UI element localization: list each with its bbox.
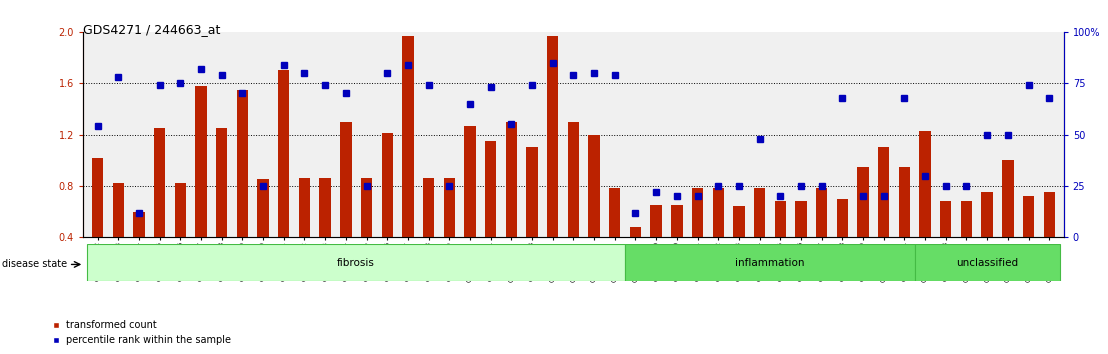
Bar — [899, 167, 910, 237]
Bar — [1044, 192, 1055, 237]
Bar — [257, 179, 269, 237]
Bar — [113, 183, 124, 237]
Bar — [915, 244, 1059, 281]
Bar — [154, 128, 165, 237]
Text: fibrosis: fibrosis — [337, 258, 376, 268]
Bar — [858, 167, 869, 237]
Bar — [878, 147, 890, 237]
Bar — [753, 188, 766, 237]
Bar — [567, 122, 579, 237]
Bar — [982, 192, 993, 237]
Bar — [774, 201, 786, 237]
Bar — [920, 131, 931, 237]
Bar — [796, 201, 807, 237]
Bar — [464, 126, 475, 237]
Bar — [92, 158, 103, 237]
Bar — [815, 188, 828, 237]
Bar — [671, 205, 683, 237]
Bar — [712, 188, 724, 237]
Bar — [940, 201, 952, 237]
Bar — [526, 147, 537, 237]
Bar — [650, 205, 661, 237]
Bar — [133, 211, 145, 237]
Bar — [485, 141, 496, 237]
Bar — [443, 178, 455, 237]
Bar — [278, 70, 289, 237]
Legend: transformed count, percentile rank within the sample: transformed count, percentile rank withi… — [49, 316, 235, 349]
Bar — [175, 183, 186, 237]
Bar — [423, 178, 434, 237]
Bar — [961, 201, 972, 237]
Bar — [588, 135, 599, 237]
Bar — [1002, 160, 1014, 237]
Bar — [505, 122, 517, 237]
Bar — [629, 227, 642, 237]
Bar — [609, 188, 620, 237]
Bar — [381, 133, 393, 237]
Bar — [837, 199, 848, 237]
Bar — [625, 244, 915, 281]
Bar — [237, 90, 248, 237]
Bar — [216, 128, 227, 237]
Text: unclassified: unclassified — [956, 258, 1018, 268]
Bar — [340, 122, 351, 237]
Text: GDS4271 / 244663_at: GDS4271 / 244663_at — [83, 23, 220, 36]
Bar — [547, 36, 558, 237]
Text: disease state: disease state — [2, 259, 68, 269]
Text: inflammation: inflammation — [736, 258, 804, 268]
Bar — [88, 244, 625, 281]
Bar — [319, 178, 331, 237]
Bar — [361, 178, 372, 237]
Bar — [691, 188, 704, 237]
Bar — [733, 206, 745, 237]
Bar — [402, 36, 413, 237]
Bar — [1023, 196, 1034, 237]
Bar — [195, 86, 207, 237]
Bar — [299, 178, 310, 237]
